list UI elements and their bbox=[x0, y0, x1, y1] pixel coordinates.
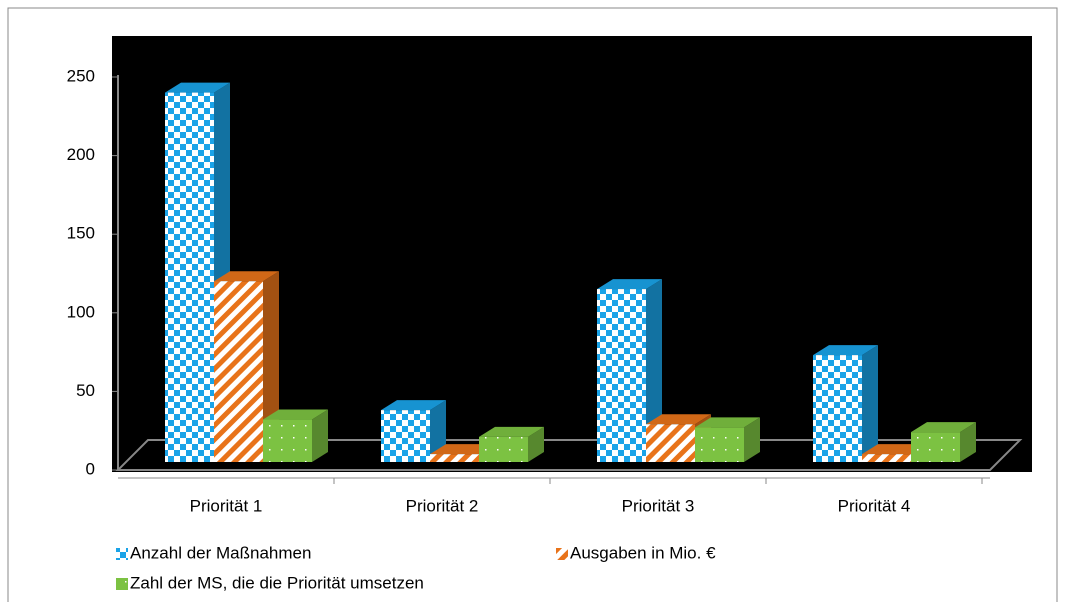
bar bbox=[381, 410, 430, 462]
x-tick-label: Priorität 4 bbox=[838, 496, 911, 515]
legend-swatch bbox=[116, 578, 128, 590]
bar bbox=[911, 432, 960, 462]
bar bbox=[597, 289, 646, 462]
bar-top bbox=[381, 400, 446, 411]
bar bbox=[646, 424, 695, 462]
y-tick-label: 50 bbox=[76, 381, 95, 400]
bar-side bbox=[744, 417, 760, 462]
bar-top bbox=[911, 422, 976, 433]
x-tick-label: Priorität 1 bbox=[190, 496, 263, 515]
legend-swatch bbox=[116, 548, 128, 560]
bar bbox=[263, 419, 312, 462]
bar-side bbox=[960, 422, 976, 462]
x-tick-label: Priorität 3 bbox=[622, 496, 695, 515]
bar-side bbox=[862, 345, 878, 462]
bar bbox=[813, 355, 862, 462]
bar-top bbox=[646, 414, 711, 425]
legend-swatch bbox=[556, 548, 568, 560]
y-tick-label: 0 bbox=[86, 459, 95, 478]
y-tick-label: 200 bbox=[67, 145, 95, 164]
y-tick-label: 150 bbox=[67, 224, 95, 243]
bar-top bbox=[862, 444, 927, 455]
bar bbox=[214, 281, 263, 462]
bar-top bbox=[430, 444, 495, 455]
y-tick-label: 250 bbox=[67, 66, 95, 85]
bar-top bbox=[479, 426, 544, 437]
bar bbox=[862, 454, 911, 462]
bar-top bbox=[263, 409, 328, 420]
bar-side bbox=[528, 426, 544, 462]
y-tick-label: 100 bbox=[67, 302, 95, 321]
x-tick-label: Priorität 2 bbox=[406, 496, 479, 515]
bar-top bbox=[214, 271, 279, 282]
bar-side bbox=[430, 400, 446, 462]
bar-top bbox=[695, 417, 760, 428]
floor bbox=[115, 439, 1023, 471]
bar-top bbox=[813, 345, 878, 356]
bar-side bbox=[312, 409, 328, 462]
legend-label: Zahl der MS, die die Priorität umsetzen bbox=[130, 573, 424, 592]
bar-top bbox=[165, 82, 230, 93]
bar bbox=[430, 454, 479, 462]
bar bbox=[165, 92, 214, 462]
legend-label: Ausgaben in Mio. € bbox=[570, 543, 716, 562]
bar bbox=[479, 436, 528, 462]
bar-side bbox=[646, 279, 662, 462]
legend-label: Anzahl der Maßnahmen bbox=[130, 543, 311, 562]
bar bbox=[695, 427, 744, 462]
bar-top bbox=[597, 279, 662, 290]
